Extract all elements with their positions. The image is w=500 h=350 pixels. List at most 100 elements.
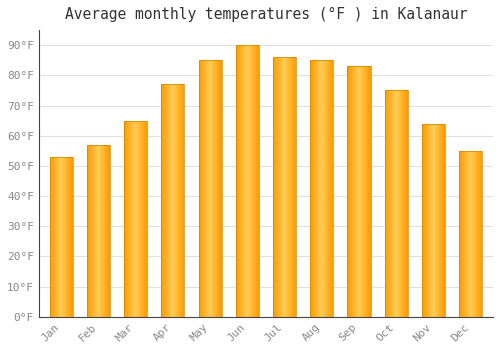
Bar <box>433 124 434 317</box>
Bar <box>391 90 392 317</box>
Bar <box>198 60 222 317</box>
Bar <box>423 124 424 317</box>
Bar <box>94 145 95 317</box>
Bar <box>166 84 167 317</box>
Bar <box>364 66 365 317</box>
Bar <box>198 60 199 317</box>
Bar <box>332 60 334 317</box>
Bar <box>387 90 388 317</box>
Bar <box>430 124 431 317</box>
Bar <box>104 145 106 317</box>
Bar <box>54 157 55 317</box>
Bar <box>475 151 476 317</box>
Bar <box>320 60 321 317</box>
Bar <box>71 157 72 317</box>
Bar <box>290 57 291 317</box>
Bar <box>287 57 288 317</box>
Bar <box>169 84 170 317</box>
Bar <box>60 157 61 317</box>
Bar <box>239 45 240 317</box>
Bar <box>205 60 206 317</box>
Bar <box>213 60 214 317</box>
Bar <box>429 124 430 317</box>
Bar <box>324 60 325 317</box>
Bar <box>236 45 259 317</box>
Bar <box>175 84 176 317</box>
Bar <box>428 124 429 317</box>
Bar <box>245 45 246 317</box>
Bar <box>87 145 88 317</box>
Bar <box>126 121 127 317</box>
Bar <box>162 84 163 317</box>
Bar <box>90 145 91 317</box>
Bar <box>50 157 51 317</box>
Bar <box>384 90 408 317</box>
Bar <box>143 121 144 317</box>
Bar <box>353 66 354 317</box>
Bar <box>220 60 221 317</box>
Bar <box>131 121 132 317</box>
Bar <box>476 151 477 317</box>
Bar <box>274 57 276 317</box>
Bar <box>392 90 393 317</box>
Bar <box>362 66 363 317</box>
Bar <box>276 57 277 317</box>
Bar <box>424 124 425 317</box>
Bar <box>244 45 245 317</box>
Bar <box>134 121 135 317</box>
Bar <box>465 151 466 317</box>
Bar <box>279 57 280 317</box>
Bar <box>351 66 352 317</box>
Bar <box>257 45 258 317</box>
Bar <box>459 151 482 317</box>
Bar <box>459 151 460 317</box>
Bar <box>400 90 401 317</box>
Bar <box>314 60 315 317</box>
Bar <box>311 60 312 317</box>
Bar <box>200 60 201 317</box>
Bar <box>177 84 178 317</box>
Bar <box>404 90 405 317</box>
Bar <box>436 124 437 317</box>
Bar <box>248 45 249 317</box>
Bar <box>319 60 320 317</box>
Bar <box>69 157 70 317</box>
Bar <box>95 145 96 317</box>
Bar <box>322 60 323 317</box>
Bar <box>438 124 440 317</box>
Bar <box>464 151 465 317</box>
Bar <box>52 157 53 317</box>
Bar <box>171 84 172 317</box>
Bar <box>91 145 92 317</box>
Bar <box>315 60 316 317</box>
Bar <box>138 121 139 317</box>
Bar <box>240 45 241 317</box>
Bar <box>242 45 244 317</box>
Bar <box>139 121 140 317</box>
Bar <box>461 151 462 317</box>
Bar <box>66 157 67 317</box>
Bar <box>310 60 334 317</box>
Bar <box>318 60 319 317</box>
Bar <box>250 45 251 317</box>
Bar <box>286 57 287 317</box>
Bar <box>207 60 208 317</box>
Bar <box>170 84 171 317</box>
Bar <box>165 84 166 317</box>
Bar <box>283 57 284 317</box>
Bar <box>441 124 442 317</box>
Bar <box>396 90 397 317</box>
Bar <box>50 157 72 317</box>
Bar <box>463 151 464 317</box>
Bar <box>218 60 220 317</box>
Bar <box>468 151 469 317</box>
Bar <box>132 121 134 317</box>
Bar <box>128 121 130 317</box>
Bar <box>440 124 441 317</box>
Bar <box>427 124 428 317</box>
Bar <box>326 60 327 317</box>
Bar <box>61 157 62 317</box>
Bar <box>217 60 218 317</box>
Bar <box>57 157 58 317</box>
Bar <box>293 57 294 317</box>
